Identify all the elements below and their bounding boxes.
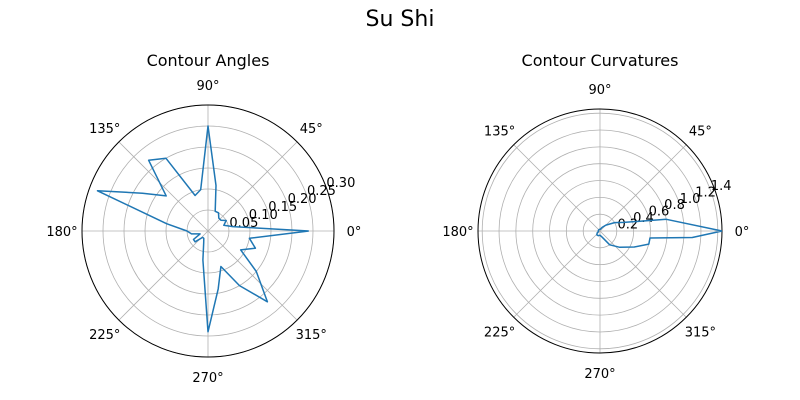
angular-gridline [118, 230, 209, 321]
angular-gridline [118, 141, 209, 232]
radial-tick-label: 0.15 [268, 200, 297, 215]
chart-title-contour-angles: Contour Angles [147, 51, 270, 70]
radial-tick-labels-curvatures: 0.20.40.60.81.01.21.4 [618, 179, 732, 233]
angular-tick-label: 225° [89, 328, 120, 343]
angular-tick-label: 135° [89, 122, 120, 137]
radial-tick-label: 1.2 [695, 185, 716, 200]
radial-tick-label: 0.6 [649, 205, 670, 220]
angular-tick-label: 180° [46, 225, 77, 240]
radial-tick-label: 0.20 [288, 192, 317, 207]
angular-tick-label: 270° [192, 371, 223, 386]
angular-gridline [513, 144, 601, 232]
radial-tick-label: 0.4 [633, 211, 654, 226]
angular-gridline [207, 141, 298, 232]
angular-tick-label: 45° [689, 125, 712, 140]
series-group-angles [96, 125, 309, 333]
radial-tick-label: 1.0 [680, 192, 701, 207]
angular-tick-label: 45° [300, 122, 323, 137]
series-line [96, 125, 309, 333]
figure-suptitle: Su Shi [366, 7, 435, 32]
angular-tick-label: 225° [484, 325, 515, 340]
radial-tick-label: 0.30 [326, 176, 355, 191]
angular-tick-label: 0° [735, 225, 750, 240]
polar-spine [81, 104, 335, 358]
polar-grid-curvatures [477, 108, 723, 354]
angular-tick-label: 0° [347, 225, 362, 240]
angular-tick-label: 90° [588, 83, 611, 98]
angular-tick-labels-curvatures: 0° 45° 90° 135° 180° 225° 270° 315° [442, 83, 749, 382]
angular-tick-label: 315° [296, 328, 327, 343]
angular-tick-label: 315° [685, 325, 716, 340]
angular-gridline [599, 144, 687, 232]
radial-tick-label: 0.25 [307, 184, 336, 199]
chart-title-contour-curvatures: Contour Curvatures [522, 51, 679, 70]
angular-tick-labels-angles: 0° 45° 90° 135° 180° 225° 270° 315° [46, 79, 361, 386]
angular-tick-label: 135° [484, 125, 515, 140]
radial-tick-labels-angles: 0.050.100.150.200.250.30 [229, 176, 355, 231]
angular-gridline [513, 230, 601, 318]
angular-gridline [599, 230, 687, 318]
polar-chart-contour-angles: Contour Angles 0.050.100.150.200.250.30 … [46, 51, 361, 386]
polar-grid-angles [81, 104, 335, 358]
radial-tick-label: 1.4 [711, 179, 732, 194]
radial-tick-label: 0.10 [249, 208, 278, 223]
polar-chart-contour-curvatures: Contour Curvatures 0.20.40.60.81.01.21.4… [442, 51, 749, 382]
series-line [596, 218, 723, 248]
angular-gridline [207, 230, 298, 321]
series-group-curvatures [596, 218, 723, 248]
angular-tick-label: 180° [442, 225, 473, 240]
angular-tick-label: 270° [584, 367, 615, 382]
radial-tick-label: 0.8 [664, 198, 685, 213]
angular-tick-label: 90° [196, 79, 219, 94]
